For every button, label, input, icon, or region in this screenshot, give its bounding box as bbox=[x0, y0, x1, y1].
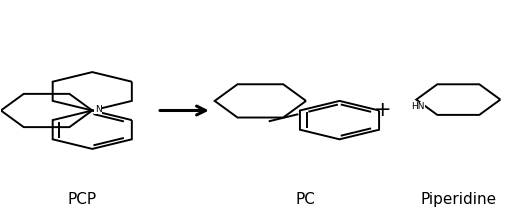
Text: PCP: PCP bbox=[67, 192, 97, 208]
Text: +: + bbox=[374, 101, 392, 120]
Text: HN: HN bbox=[411, 102, 424, 111]
Text: Piperidine: Piperidine bbox=[420, 192, 496, 208]
Text: PC: PC bbox=[295, 192, 315, 208]
Text: N: N bbox=[95, 105, 102, 114]
